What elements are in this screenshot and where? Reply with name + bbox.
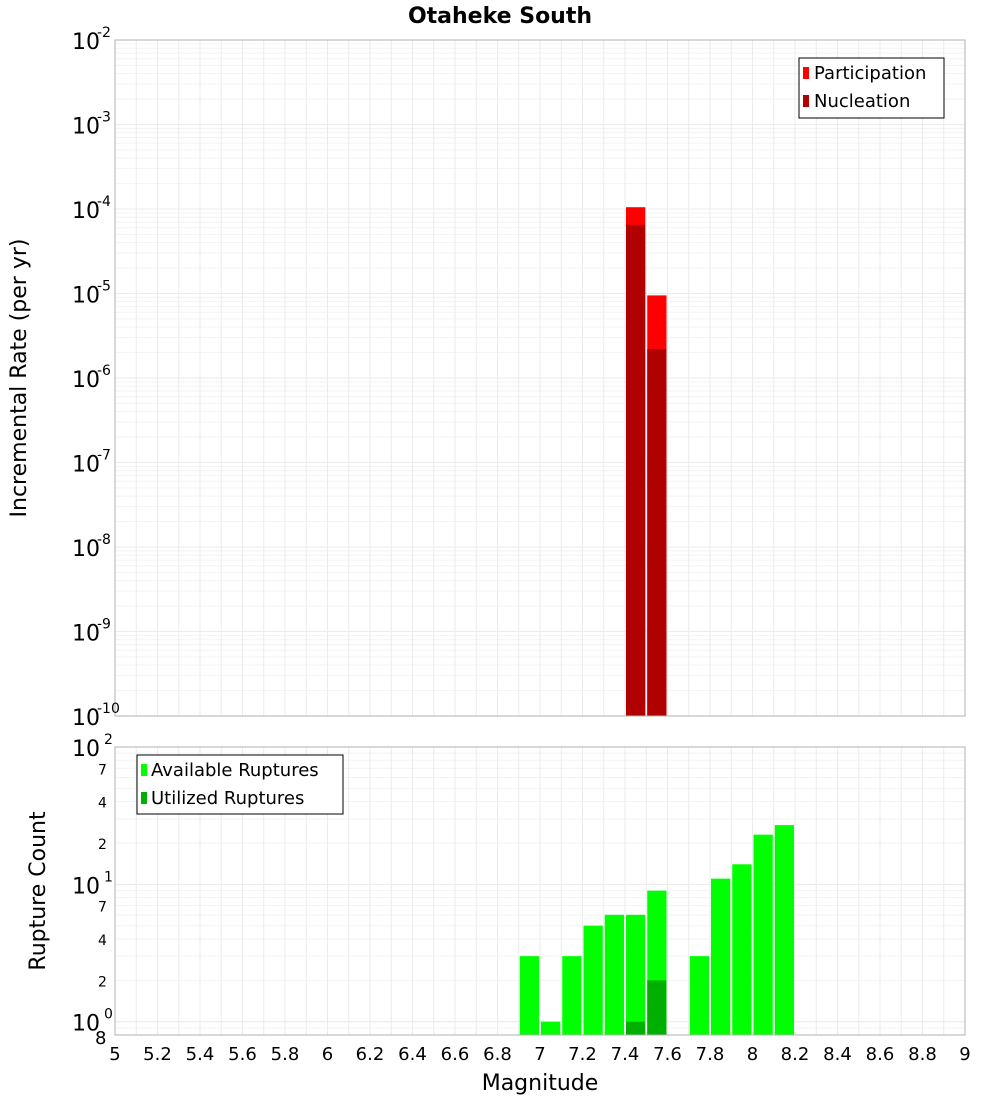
top-legend: Participation Nucleation [798,57,945,119]
top-y-tick-exponent: -7 [97,448,111,464]
bar-available-ruptures [711,878,731,1035]
top-y-tick-base: 10 [72,622,100,647]
top-y-tick-exponent: -5 [97,279,111,295]
legend-swatch-participation [803,67,809,79]
x-tick-label: 7.4 [611,1044,640,1065]
x-tick-label: 7.6 [653,1044,682,1065]
x-tick-label: 8.8 [908,1044,937,1065]
bottom-y-minor-tick-label: 4 [98,796,107,812]
bar-nucleation [647,349,667,716]
top-y-tick-base: 10 [72,537,100,562]
top-y-tick-base: 10 [72,115,100,140]
bottom-legend-box [136,754,344,815]
x-tick-label: 8.4 [823,1044,852,1065]
bar-available-ruptures [519,956,539,1035]
legend-label-participation: Participation [814,63,926,84]
top-y-tick-exponent: -9 [97,617,111,633]
x-tick-label: 7 [534,1044,545,1065]
x-tick-label: 6.8 [483,1044,512,1065]
top-y-tick-base: 10 [72,706,100,731]
bottom-legend: Available Ruptures Utilized Ruptures [136,754,344,815]
x-tick-label: 6.2 [356,1044,385,1065]
bottom-y-axis-label: Rupture Count [26,811,51,971]
bottom-y-minor-tick-label: 7 [98,762,107,778]
bottom-y-minor-tick-label: 7 [98,900,107,916]
bar-utilized-ruptures [647,980,667,1035]
legend-swatch-available-ruptures [141,764,147,776]
bottom-y-minor-tick-label: 4 [98,933,107,949]
x-tick-label: 5.8 [271,1044,300,1065]
bar-available-ruptures [604,914,624,1035]
top-y-tick-base: 10 [72,453,100,478]
top-y-tick-exponent: -8 [97,532,111,548]
bar-utilized-ruptures [626,1021,646,1035]
bar-available-ruptures [562,956,582,1035]
x-tick-label: 5 [109,1044,120,1065]
bottom-y-minor-tick-label: 2 [98,974,107,990]
bar-available-ruptures [774,825,794,1035]
top-y-tick-base: 10 [72,368,100,393]
legend-label-utilized-ruptures: Utilized Ruptures [151,788,304,809]
bar-available-ruptures [541,1021,561,1035]
x-tick-label: 7.2 [568,1044,597,1065]
bar-nucleation [626,224,646,716]
top-legend-box [798,57,945,119]
x-tick-label: 6.4 [398,1044,427,1065]
bar-available-ruptures [753,834,773,1035]
top-y-tick-base: 10 [72,199,100,224]
x-tick-label: 8.6 [866,1044,895,1065]
bottom-y-tick-exponent: 1 [104,869,113,885]
x-tick-label: 7.8 [696,1044,725,1065]
top-y-tick-exponent: -6 [97,363,111,379]
x-tick-label: 5.2 [143,1044,172,1065]
bar-available-ruptures [583,925,603,1035]
x-axis-label: Magnitude [482,1071,599,1096]
x-tick-label: 6 [322,1044,333,1065]
top-y-tick-base: 10 [72,284,100,309]
bottom-y-tick-base: 10 [72,1012,100,1037]
legend-label-available-ruptures: Available Ruptures [151,760,319,781]
top-y-tick-exponent: -4 [97,194,111,210]
bottom-y-tick-exponent: 2 [104,732,113,748]
x-tick-label: 5.4 [186,1044,215,1065]
x-tick-label: 5.6 [228,1044,257,1065]
top-y-tick-exponent: -2 [97,25,111,41]
legend-label-nucleation: Nucleation [814,91,910,112]
top-y-tick-exponent: -10 [97,701,120,717]
bottom-plot-frame [114,746,966,1036]
top-y-axis-label: Incremental Rate (per yr) [7,239,32,518]
top-y-tick-exponent: -3 [97,110,111,126]
top-y-tick-base: 10 [72,30,100,55]
x-tick-label: 8 [747,1044,758,1065]
x-tick-label: 6.6 [441,1044,470,1065]
top-plot-panel: 10-210-310-410-510-610-710-810-910-10 Pa… [72,25,966,731]
x-tick-label: 8.2 [781,1044,810,1065]
top-plot-frame [114,39,966,717]
bar-available-ruptures [732,864,752,1035]
bottom-y-minor-tick-label: 8 [95,1028,106,1049]
legend-swatch-utilized-ruptures [141,792,147,804]
x-tick-label: 9 [959,1044,970,1065]
bar-available-ruptures [689,956,709,1035]
bottom-y-tick-exponent: 0 [104,1007,113,1023]
bar-available-ruptures [626,914,646,1035]
bottom-y-tick-base: 10 [72,874,100,899]
legend-swatch-nucleation [803,95,809,107]
chart-title: Otaheke South [408,4,592,29]
bottom-y-tick-base: 10 [72,737,100,762]
bottom-y-minor-tick-label: 2 [98,837,107,853]
